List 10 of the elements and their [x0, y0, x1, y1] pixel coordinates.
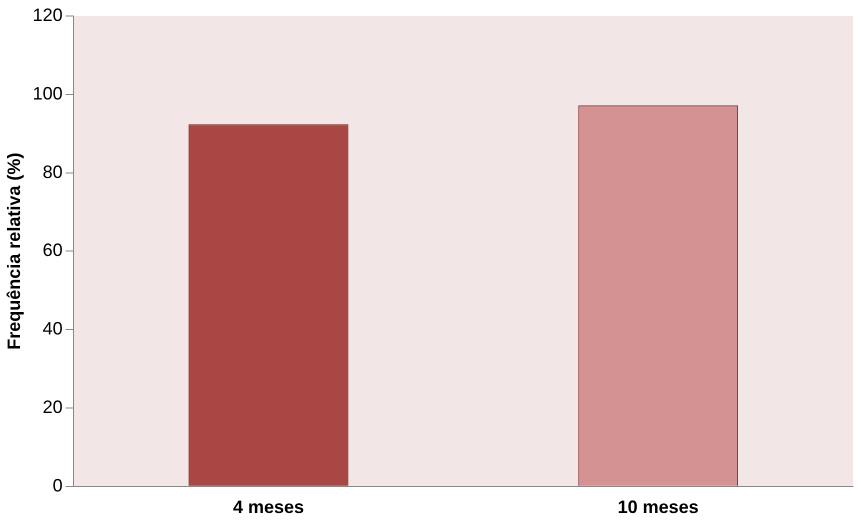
y-tick-label: 0: [52, 475, 63, 496]
y-tick-label: 80: [42, 162, 63, 182]
x-tick-label: 10 meses: [618, 497, 699, 518]
y-axis-title: Frequência relativa (%): [4, 152, 24, 350]
y-tick-label: 120: [32, 4, 63, 25]
y-tick-label: 100: [32, 83, 63, 104]
y-tick-label: 20: [42, 396, 63, 417]
y-tick-label: 60: [42, 240, 63, 260]
x-tick-label: 4 meses: [232, 497, 304, 518]
y-tick-label: 40: [42, 318, 63, 339]
